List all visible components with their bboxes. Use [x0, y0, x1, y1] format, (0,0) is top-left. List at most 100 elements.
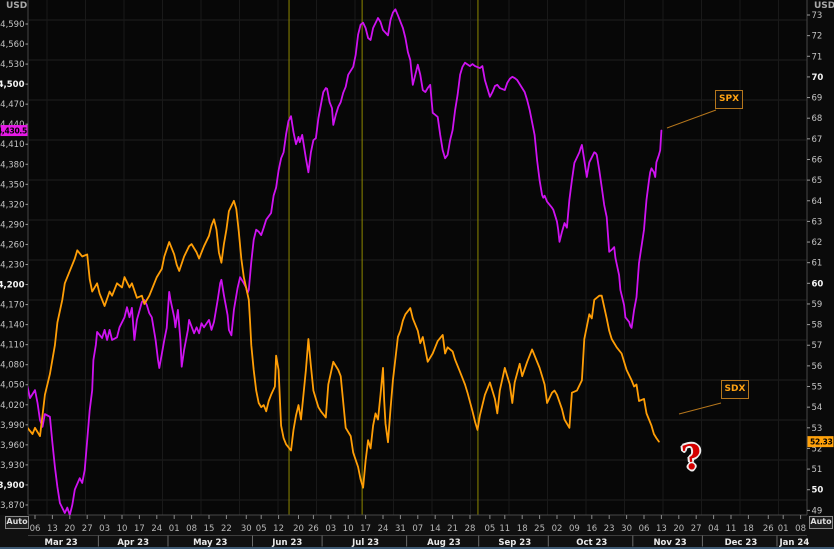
right-axis-tick-label: 67: [812, 135, 823, 145]
date-tick-label: 12: [273, 524, 284, 534]
left-axis-tick-label: 4,470: [0, 100, 24, 110]
date-tick-label: 14: [430, 524, 441, 534]
date-tick-label: 08: [186, 524, 197, 534]
date-tick-label: 07: [412, 524, 423, 534]
date-tick-label: 20: [673, 524, 684, 534]
left-axis-tick-label: 4,260: [0, 240, 24, 250]
spx-callout-label[interactable]: SPX: [715, 90, 743, 109]
right-axis-tick-label: 64: [812, 197, 823, 207]
date-tick-label: 25: [534, 524, 545, 534]
left-axis-tick-label: 4,560: [0, 40, 24, 50]
left-axis-tick-label: 4,380: [0, 160, 24, 170]
date-tick-label: 26: [308, 524, 319, 534]
date-tick-label: 10: [117, 524, 128, 534]
date-tick-label: 18: [743, 524, 754, 534]
date-tick-label: 11: [499, 524, 510, 534]
sdx-callout-label[interactable]: SDX: [721, 380, 749, 399]
left-axis-tick-label: 3,960: [0, 441, 24, 451]
right-axis-tick-label: 66: [812, 155, 823, 165]
date-tick-label: 24: [378, 524, 389, 534]
sdx-series-line: [28, 199, 660, 489]
svg-text:52.33: 52.33: [810, 438, 833, 447]
date-tick-label: 28: [465, 524, 476, 534]
date-tick-label: 02: [552, 524, 563, 534]
date-tick-label: 17: [360, 524, 371, 534]
month-label: Apr 23: [117, 538, 149, 548]
left-axis-tick-label: 4,230: [0, 260, 24, 270]
date-tick-label: 09: [569, 524, 580, 534]
right-axis: 73 72 71 70 69 68 67 66 65 64 63 62 61 60 59 58 57 56 55 54…: [807, 11, 823, 516]
date-tick-label: 11: [726, 524, 737, 534]
left-axis-auto-button[interactable]: Auto: [5, 516, 29, 529]
sdx-price-tag: [807, 436, 834, 448]
month-label: Jun 23: [271, 538, 302, 548]
date-tick-label: 06: [30, 524, 41, 534]
right-axis-auto-button[interactable]: Auto: [809, 516, 833, 529]
left-axis-tick-label: 4,410: [0, 140, 24, 150]
date-tick-label: 17: [134, 524, 145, 534]
right-axis-unit: USD: [814, 1, 834, 11]
date-tick-label: 05: [256, 524, 267, 534]
date-tick-label: 10: [343, 524, 354, 534]
right-axis-tick-label: 52: [812, 444, 823, 454]
date-tick-label: 06: [639, 524, 650, 534]
date-tick-label: 13: [47, 524, 58, 534]
date-tick-label: 01: [778, 524, 789, 534]
month-label: Sep 23: [498, 538, 531, 548]
left-axis-tick-label: 4,080: [0, 361, 24, 371]
date-tick-label: 03: [325, 524, 336, 534]
date-tick-label: 23: [604, 524, 615, 534]
left-axis-tick-label: 4,200: [0, 281, 25, 291]
date-tick-label: 26: [763, 524, 774, 534]
date-tick-label: 20: [293, 524, 304, 534]
date-tick-label: 22: [221, 524, 232, 534]
right-axis-tick-label: 63: [812, 217, 823, 227]
bottom-edge-strip: [0, 547, 834, 549]
left-axis-tick-label: 4,500: [0, 80, 25, 90]
left-axis-tick-label: 3,870: [0, 501, 24, 511]
date-tick-label: 16: [586, 524, 597, 534]
right-axis-tick-label: 50: [812, 486, 824, 496]
date-tick-label: 03: [99, 524, 110, 534]
left-axis-tick-label: 4,290: [0, 220, 24, 230]
month-label: Aug 23: [427, 538, 461, 548]
svg-text:4,430.5: 4,430.5: [0, 127, 27, 136]
date-tick-label: 21: [447, 524, 458, 534]
date-tick-label: 20: [64, 524, 75, 534]
sdx-callout-leader: [678, 402, 722, 415]
left-axis-tick-label: 3,990: [0, 421, 24, 431]
date-tick-label: 27: [691, 524, 702, 534]
spx-price-tag: [0, 125, 28, 137]
spx-series-line: [28, 8, 663, 515]
date-tick-label: 30: [241, 524, 252, 534]
left-axis-tick-label: 4,020: [0, 401, 24, 411]
date-tick-label: 04: [708, 524, 719, 534]
right-axis-tick-label: 54: [812, 403, 823, 413]
month-label: Dec 23: [725, 538, 758, 548]
date-tick-label: 01: [169, 524, 180, 534]
date-tick-label: 13: [656, 524, 667, 534]
left-axis: 4,5904,5604,5304,5004,4704,4404,4104,380…: [0, 20, 28, 511]
date-tick-label: 15: [204, 524, 215, 534]
right-axis-tick-label: 73: [812, 11, 823, 21]
right-axis-tick-label: 70: [812, 73, 824, 83]
left-axis-tick-label: 4,140: [0, 321, 24, 331]
right-axis-tick-label: 51: [812, 465, 823, 475]
month-label: Nov 23: [653, 538, 686, 548]
right-axis-tick-label: 59: [812, 300, 823, 310]
right-axis-tick-label: 56: [812, 362, 823, 372]
date-tick-label: 30: [621, 524, 632, 534]
right-axis-tick-label: 72: [812, 32, 823, 42]
left-axis-tick-label: 4,530: [0, 60, 24, 70]
right-axis-tick-label: 58: [812, 321, 823, 331]
question-mark-annotation: ?: [679, 436, 705, 480]
right-axis-tick-label: 65: [812, 176, 823, 186]
left-axis-tick-label: 4,110: [0, 341, 24, 351]
month-label: May 23: [193, 538, 227, 548]
month-label: Jul 23: [351, 538, 379, 548]
plot-area[interactable]: [28, 0, 807, 515]
date-tick-label: 27: [82, 524, 93, 534]
right-axis-tick-label: 71: [812, 52, 823, 62]
